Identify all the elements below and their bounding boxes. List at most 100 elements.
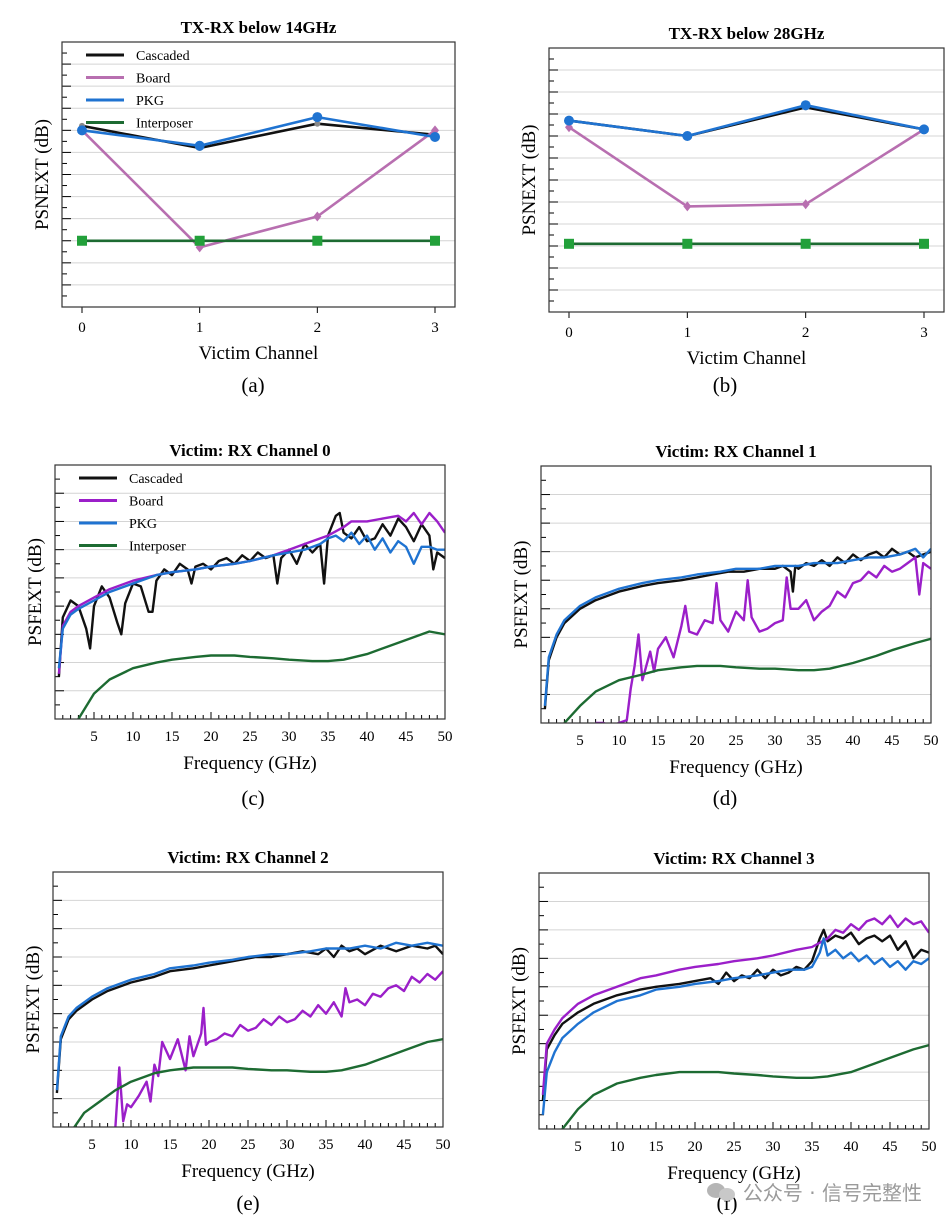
plot-frame [538,872,930,1130]
y-axis-label: PSFEXT (dB) [511,541,532,649]
panel-caption: (e) [236,1191,259,1215]
x-tick-label: 40 [844,1139,859,1155]
x-tick-label: 50 [436,1137,451,1153]
y-axis-label: PSNEXT (dB) [32,119,53,230]
series-cascaded [541,928,929,1101]
series-group [77,112,440,253]
x-tick-label: 15 [651,733,666,749]
marker-board [801,199,810,210]
marker-interposer [800,238,811,249]
x-tick-label: 0 [565,325,573,341]
x-tick-label: 5 [574,1139,582,1155]
series-board_f [57,511,445,674]
series-group [57,511,445,719]
plot-frame [52,871,444,1128]
series-interposer [561,1043,929,1129]
x-tick-label: 0 [78,320,86,336]
series-group [541,914,929,1129]
chart-e: 5 10 15 20 25 30 35 40 45 50 Victim: RX Channel 2 F… [23,848,451,1215]
series-interposer [563,637,931,723]
x-tick-label: 30 [766,1139,781,1155]
x-tick-label: 5 [576,733,584,749]
series-board [568,126,925,208]
chart-title: TX-RX below 14GHz [181,18,337,37]
marker-interposer [77,235,87,246]
panel-caption: (d) [713,786,738,810]
y-axis-label: PSFEXT (dB) [25,538,46,646]
x-tick-label: 3 [920,325,928,341]
series-interposer [77,630,445,719]
x-tick-label: 20 [204,729,219,745]
x-tick-label: 10 [612,733,627,749]
marker-interposer [919,238,929,249]
marker-interposer [682,238,693,249]
legend-label: PKG [136,94,164,109]
x-tick-label: 50 [924,733,939,749]
marker-pkg [430,131,440,142]
marker-pkg [564,115,574,126]
marker-board [683,201,692,212]
marker-interposer [430,235,440,246]
panel-caption: (a) [241,373,264,397]
x-tick-label: 15 [165,729,180,745]
chart-c: 5 10 15 20 25 30 35 40 45 50 Cascaded Board PKG Inter… [25,441,453,810]
x-tick-label: 30 [280,1137,295,1153]
plot-frame [61,41,456,308]
x-tick-label: 30 [768,733,783,749]
series-board_f [114,970,443,1127]
y-axis-label: PSFEXT (dB) [509,947,530,1055]
x-tick-label: 35 [807,733,822,749]
x-axis-label: Victim Channel [687,348,807,369]
marker-pkg [312,112,323,123]
chart-title: Victim: RX Channel 0 [169,441,330,460]
series-pkg [568,103,925,138]
x-tick-label: 2 [314,320,322,336]
x-axis-label: Frequency (GHz) [181,1161,314,1182]
marker-interposer [312,235,323,246]
x-tick-label: 40 [846,733,861,749]
x-tick-label: 3 [431,320,439,336]
x-tick-label: 2 [802,325,810,341]
panel-caption: (c) [241,786,264,810]
marker-pkg [919,124,929,135]
series-pkg [543,547,931,706]
legend: Cascaded Board PKG Interposer [86,49,193,132]
x-tick-label: 40 [360,729,375,745]
x-tick-label: 35 [319,1137,334,1153]
marker-interposer [564,238,574,249]
x-tick-label: 25 [727,1139,742,1155]
x-tick-label: 30 [282,729,297,745]
marker-pkg [800,100,811,111]
series-group [564,100,929,249]
x-tick-label: 50 [438,729,453,745]
x-tick-label: 5 [88,1137,96,1153]
plot-frame [540,465,932,724]
series-pkg [57,531,445,669]
legend-label: Cascaded [129,472,183,487]
x-tick-label: 20 [688,1139,703,1155]
x-axis-label: Frequency (GHz) [183,753,316,774]
x-tick-label: 5 [90,729,98,745]
x-tick-label: 25 [243,729,258,745]
series-pkg [541,937,929,1115]
x-tick-label: 25 [241,1137,256,1153]
legend-label: PKG [129,517,157,532]
x-tick-label: 45 [883,1139,898,1155]
chart-title: Victim: RX Channel 3 [653,849,814,868]
x-tick-label: 15 [649,1139,664,1155]
chart-title: TX-RX below 28GHz [669,24,825,43]
series-pkg [55,941,443,1091]
x-tick-label: 45 [885,733,900,749]
x-tick-label: 25 [729,733,744,749]
series-interposer [72,1038,443,1127]
x-tick-label: 20 [202,1137,217,1153]
x-tick-label: 10 [610,1139,625,1155]
series-board_f [595,556,931,723]
legend-label: Board [136,72,170,87]
chart-f: 5 10 15 20 25 30 35 40 45 50 Victim: RX Channel 3 F… [509,849,937,1215]
legend-label: Interposer [136,117,193,132]
marker-pkg [194,140,205,151]
series-pkg [81,115,436,148]
x-tick-label: 1 [684,325,692,341]
x-tick-label: 10 [124,1137,139,1153]
